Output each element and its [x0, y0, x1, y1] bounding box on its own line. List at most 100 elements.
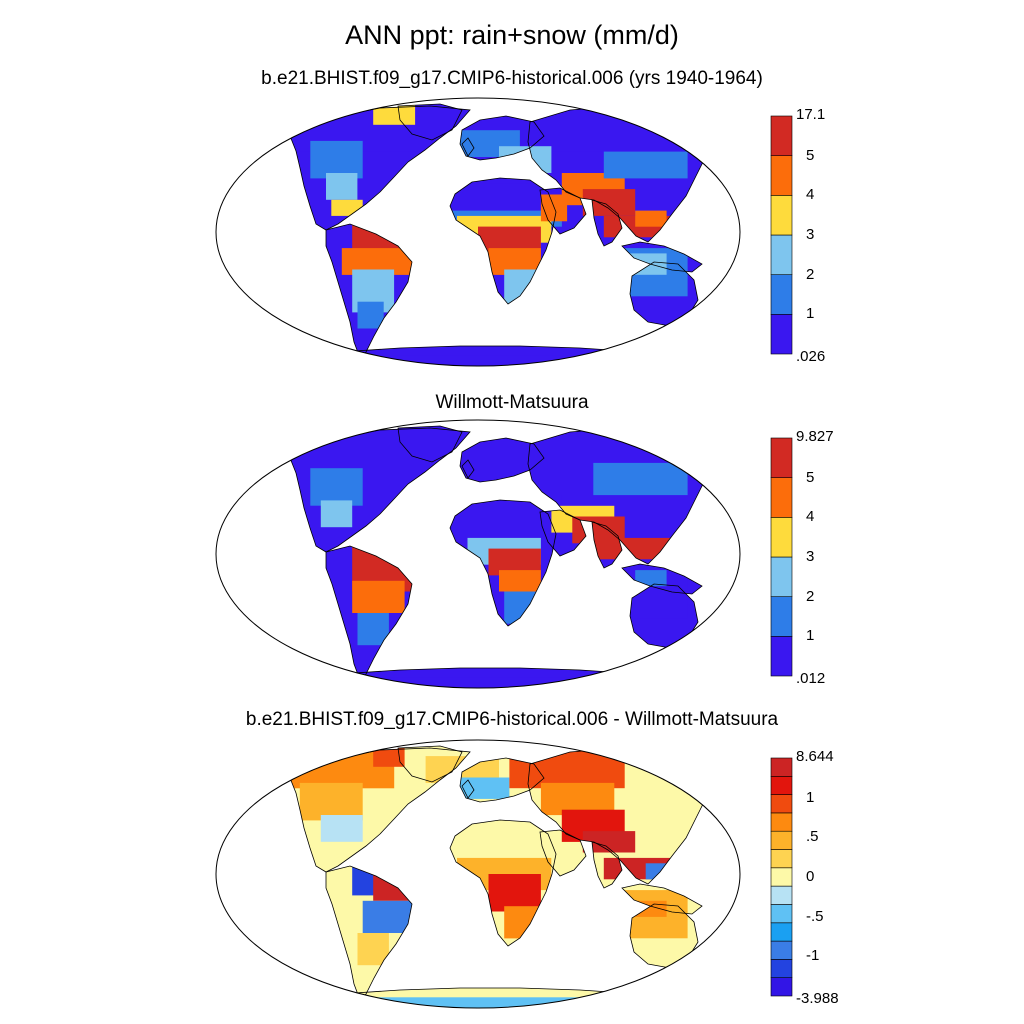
colorbar-label: -.5	[806, 908, 824, 925]
colorbar-swatch	[770, 437, 793, 479]
map-cell	[362, 900, 416, 933]
coastline	[325, 865, 413, 1001]
colorbar-label: 1	[806, 789, 815, 806]
figure-title: ANN ppt: rain+snow (mm/d)	[345, 20, 679, 50]
colorbar-swatch	[770, 155, 793, 196]
map-cell	[603, 151, 688, 179]
coastline	[397, 745, 463, 783]
coastline	[591, 199, 623, 247]
map-cell	[593, 537, 688, 560]
coastline	[461, 779, 475, 799]
colorbar-swatch	[770, 115, 793, 157]
coastline	[397, 425, 463, 463]
map-cell	[582, 189, 636, 216]
colorbar-swatch	[770, 195, 793, 236]
colorbar-swatch	[770, 885, 793, 905]
colorbar-swatch	[770, 830, 793, 850]
map-cell	[499, 570, 541, 592]
map-cell	[320, 815, 363, 842]
coastline	[539, 187, 587, 235]
colorbar-swatch	[770, 867, 793, 887]
map-cell	[357, 301, 384, 329]
coastline	[539, 829, 587, 877]
map-cell	[326, 173, 358, 200]
map-cell	[504, 591, 536, 624]
colorbar-swatch	[770, 812, 793, 832]
map-cell	[310, 140, 363, 179]
colorbar-swatch	[770, 477, 793, 518]
map-outline	[215, 97, 741, 367]
colorbar-swatch	[770, 922, 793, 942]
map-cell	[320, 500, 353, 528]
colorbar-swatch	[770, 904, 793, 924]
colorbar-label: 1	[806, 305, 815, 322]
coastline	[459, 757, 545, 803]
colorbar-swatch	[770, 794, 793, 814]
map-cell	[290, 355, 688, 366]
colorbar-label: 8.644	[796, 748, 834, 765]
colorbar-swatch	[770, 636, 793, 677]
colorbar-label: -3.988	[796, 990, 839, 1007]
colorbar-label: 1	[806, 627, 815, 644]
coastline	[397, 103, 463, 141]
coastline	[449, 819, 557, 947]
map-cell	[635, 570, 667, 587]
colorbar-label: 3	[806, 226, 815, 243]
panel-2-map	[215, 419, 793, 689]
coastline	[289, 747, 471, 873]
colorbar-label: .012	[796, 670, 826, 687]
coastline	[621, 241, 703, 273]
coastline	[299, 345, 701, 366]
coastline	[701, 627, 723, 651]
coastline	[299, 987, 701, 1008]
colorbar-label: 5	[806, 469, 815, 486]
colorbar-label: 0	[806, 868, 815, 885]
colorbar-swatch	[770, 274, 793, 315]
colorbar-swatch	[770, 314, 793, 355]
coastline	[449, 177, 557, 305]
map-cell	[310, 468, 363, 506]
colorbar-label: .5	[806, 828, 819, 845]
map-cell	[373, 104, 416, 125]
colorbar-swatch	[770, 757, 793, 777]
map-cell	[635, 210, 667, 227]
map-cell	[603, 857, 678, 880]
colorbar-label: 17.1	[796, 106, 826, 123]
map-outline	[215, 419, 741, 689]
map-cell	[488, 874, 541, 912]
coastline	[325, 545, 413, 681]
panel-2-title: Willmott-Matsuura	[435, 392, 589, 413]
coastline	[459, 115, 545, 161]
colorbar-label: 4	[806, 186, 815, 203]
map-cell	[373, 746, 405, 767]
coastline	[299, 667, 701, 688]
colorbar-label: .026	[796, 348, 826, 365]
colorbar-label: 9.827	[796, 428, 834, 445]
map-cell	[582, 831, 636, 853]
coastline	[591, 841, 623, 889]
coastline	[701, 947, 723, 971]
colorbar-label: 4	[806, 508, 815, 525]
coastline	[621, 883, 703, 915]
colorbar-label: 2	[806, 266, 815, 283]
coastline	[449, 499, 557, 627]
colorbar-label: -1	[806, 947, 820, 964]
coastline	[325, 223, 413, 359]
map-cell	[446, 820, 562, 853]
colorbar-swatch	[770, 234, 793, 276]
coastline	[461, 459, 475, 479]
map-cell	[509, 750, 625, 789]
map-cell	[290, 677, 688, 688]
coastline	[539, 509, 587, 557]
map-cell	[645, 863, 678, 880]
map-cell	[593, 462, 688, 496]
panel-1-map	[215, 97, 793, 367]
coastline	[621, 563, 703, 595]
colorbar-swatch	[770, 940, 793, 960]
panel-3-title: b.e21.BHIST.f09_g17.CMIP6-historical.006…	[245, 709, 779, 730]
colorbar-label: 5	[806, 147, 815, 164]
coastline	[289, 105, 471, 231]
map-cell	[299, 782, 363, 821]
colorbar-swatch	[770, 596, 793, 637]
colorbar-swatch	[770, 977, 793, 997]
